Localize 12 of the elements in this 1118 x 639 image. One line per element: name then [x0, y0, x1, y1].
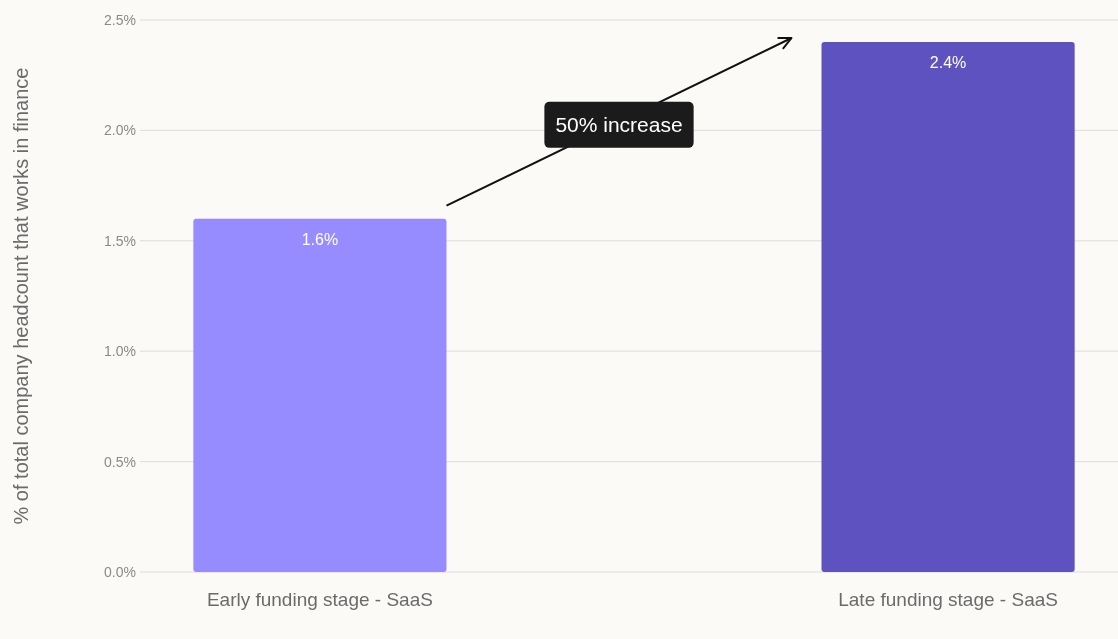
y-tick-label: 1.5%: [104, 232, 136, 249]
y-tick-label: 0.0%: [104, 563, 136, 580]
y-tick-label: 2.0%: [104, 122, 136, 139]
y-tick-label: 1.0%: [104, 343, 136, 360]
y-tick-label: 2.5%: [104, 11, 136, 28]
annotation: 50% increase: [555, 112, 683, 136]
y-tick-label: 0.5%: [104, 453, 136, 470]
data-label: 2.4%: [929, 54, 967, 72]
data-label: 1.6%: [301, 230, 339, 248]
y-axis-title: % of total company headcount that works in finance: [10, 67, 32, 525]
x-tick-label: Early funding stage - SaaS: [206, 589, 433, 610]
x-tick-label: Late funding stage - SaaS: [838, 589, 1058, 610]
